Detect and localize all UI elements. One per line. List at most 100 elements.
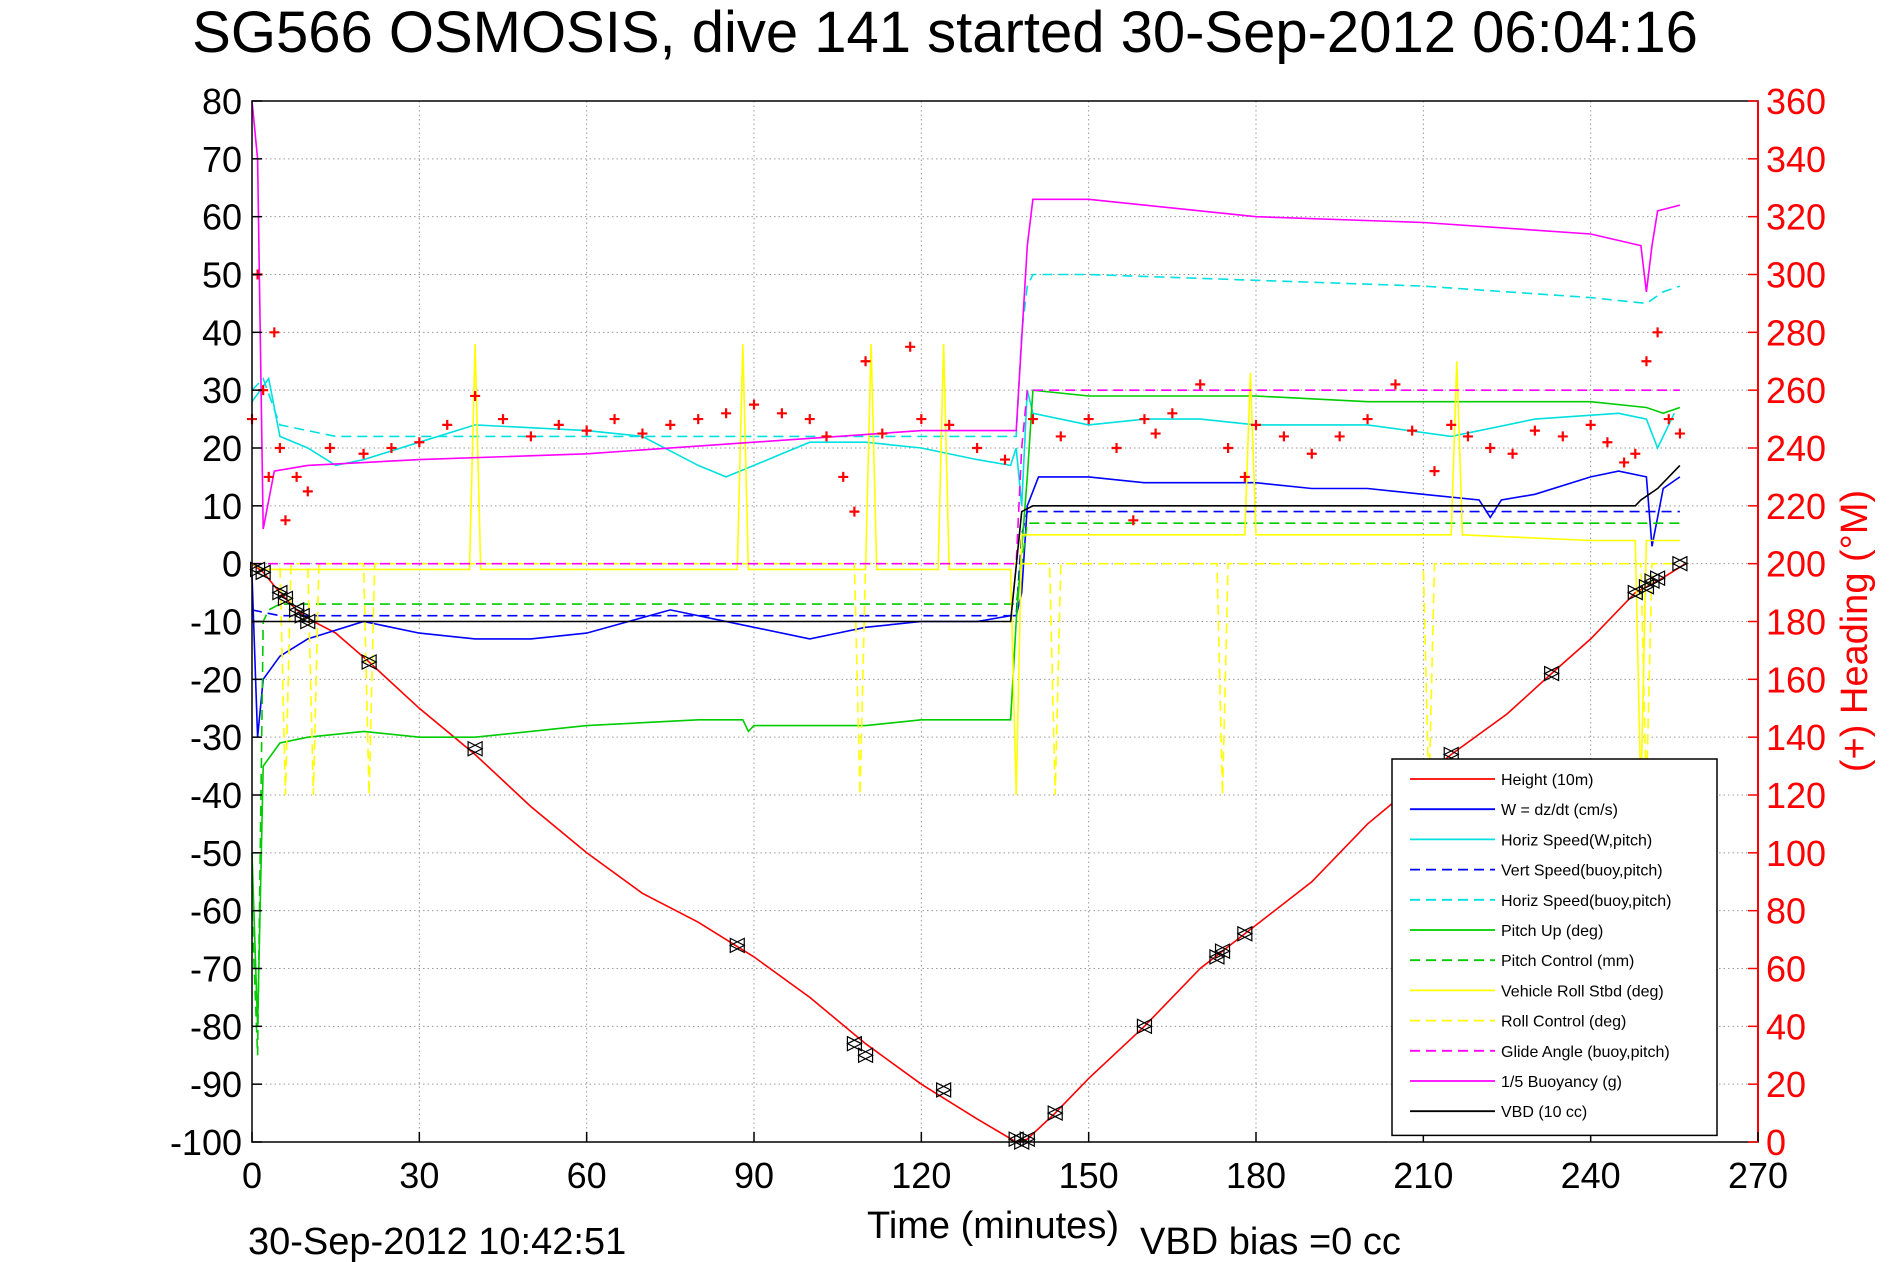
heading-point	[609, 414, 620, 425]
series-line-w-dz-dt-cm-s	[251, 470, 1681, 738]
legend-label: Pitch Control (mm)	[1501, 953, 1634, 970]
right-tick-label: 120	[1766, 775, 1826, 816]
heading-point	[1362, 414, 1373, 425]
triangle-marker	[293, 607, 311, 624]
heading-point	[1334, 431, 1345, 442]
heading-point	[1239, 471, 1250, 482]
y-tick-label: 30	[202, 370, 242, 411]
right-tick-label: 140	[1766, 717, 1826, 758]
right-tick-label: 60	[1766, 949, 1806, 990]
triangle-marker	[857, 1047, 874, 1064]
heading-point	[1485, 443, 1496, 453]
triangle-left	[299, 613, 316, 630]
right-tick-label: 160	[1766, 659, 1826, 700]
chart-title: SG566 OSMOSIS, dive 141 started 30-Sep-2…	[192, 0, 1698, 65]
heading-point	[1083, 414, 1094, 425]
x-tick-label: 270	[1728, 1155, 1788, 1196]
heading-point	[1663, 414, 1674, 425]
heading-point	[877, 428, 888, 439]
x-tick-label: 180	[1226, 1155, 1286, 1196]
heading-point	[1630, 448, 1641, 459]
triangle-left	[857, 1047, 874, 1064]
heading-point	[1390, 379, 1401, 390]
triangle-marker	[1442, 746, 1460, 763]
vbd-bias-label: VBD bias =0 cc	[1140, 1221, 1401, 1262]
heading-point	[498, 414, 508, 425]
right-tick-label: 360	[1766, 81, 1826, 122]
marker-layer	[249, 555, 1689, 1150]
heading-point	[776, 408, 787, 419]
y-tick-label: -100	[170, 1122, 242, 1163]
legend-label: Height (10m)	[1501, 772, 1593, 789]
x-tick-label: 60	[567, 1155, 607, 1196]
heading-point	[280, 515, 291, 526]
heading-point	[358, 448, 369, 459]
triangle-marker	[728, 937, 746, 954]
right-tick-label: 200	[1766, 544, 1826, 585]
heading-point	[553, 419, 564, 430]
triangle-marker	[360, 654, 378, 670]
heading-point	[804, 414, 815, 425]
series-line-vert-speed-buoy-pitch	[251, 510, 1680, 617]
series-line-1-5-buoyancy-g	[251, 100, 1681, 530]
series-line-height-10m	[251, 563, 1686, 1143]
triangle-left	[360, 654, 377, 670]
heading-point	[972, 443, 983, 453]
triangle-marker	[1638, 578, 1655, 595]
triangle-marker	[846, 1035, 863, 1052]
heading-point	[470, 390, 481, 401]
x-tick-label: 210	[1393, 1155, 1453, 1196]
heading-point	[269, 327, 280, 338]
legend-label: Roll Control (deg)	[1501, 1014, 1626, 1031]
triangle-marker	[1046, 1105, 1064, 1122]
heading-point	[1462, 431, 1473, 442]
y-tick-label: -90	[190, 1064, 242, 1105]
heading-point	[525, 431, 536, 442]
heading-point	[860, 356, 871, 367]
heading-point	[665, 419, 676, 430]
heading-point	[838, 471, 849, 482]
heading-point	[274, 443, 285, 453]
heading-point	[1111, 443, 1122, 453]
triangle-left	[1638, 578, 1655, 595]
y-tick-label: 80	[202, 81, 242, 122]
legend: Height (10m) W = dz/dt (cm/s) Horiz Speed(…	[1391, 758, 1718, 1137]
triangle-marker	[1543, 665, 1560, 682]
triangle-marker	[299, 613, 317, 630]
x-tick-label: 150	[1059, 1155, 1119, 1196]
heading-point	[821, 431, 832, 442]
x-tick-label: 30	[399, 1155, 439, 1196]
heading-point	[1619, 457, 1630, 468]
x-axis-ticks: 0 30 60 90 120 150 180 210 240 270	[242, 1132, 1788, 1196]
right-tick-label: 340	[1766, 139, 1826, 180]
legend-label: Glide Angle (buoy,pitch)	[1501, 1044, 1670, 1061]
right-tick-label: 220	[1766, 486, 1826, 527]
series-line-pitch-control-mm	[251, 522, 1680, 1056]
heading-point	[1128, 515, 1139, 526]
heading-point	[1150, 428, 1161, 439]
heading-point	[1027, 414, 1038, 425]
y-tick-label: 20	[202, 428, 242, 469]
triangle-left	[466, 740, 483, 757]
heading-point	[581, 425, 592, 436]
x-axis-label: Time (minutes)	[867, 1205, 1119, 1247]
series-line-horiz-speed-buoy-pitch	[251, 273, 1681, 438]
triangle-left	[1543, 665, 1560, 682]
y-tick-label: -30	[190, 717, 242, 758]
heading-point	[1641, 356, 1652, 367]
heading-point	[302, 486, 313, 497]
triangle-left	[1046, 1105, 1063, 1122]
triangle-marker	[1671, 555, 1689, 572]
legend-label: 1/5 Buoyancy (g)	[1501, 1074, 1622, 1091]
heading-point	[905, 341, 916, 352]
triangle-marker	[1649, 570, 1666, 587]
legend-label: Horiz Speed(W,pitch)	[1501, 832, 1652, 849]
triangle-left	[1214, 943, 1231, 960]
triangle-left	[254, 564, 271, 581]
x-tick-label: 120	[891, 1155, 951, 1196]
right-tick-label: 20	[1766, 1064, 1806, 1105]
series-line-glide-angle-buoy-pitch	[252, 389, 1680, 565]
y-tick-label: 50	[202, 255, 242, 296]
heading-point	[721, 408, 732, 419]
